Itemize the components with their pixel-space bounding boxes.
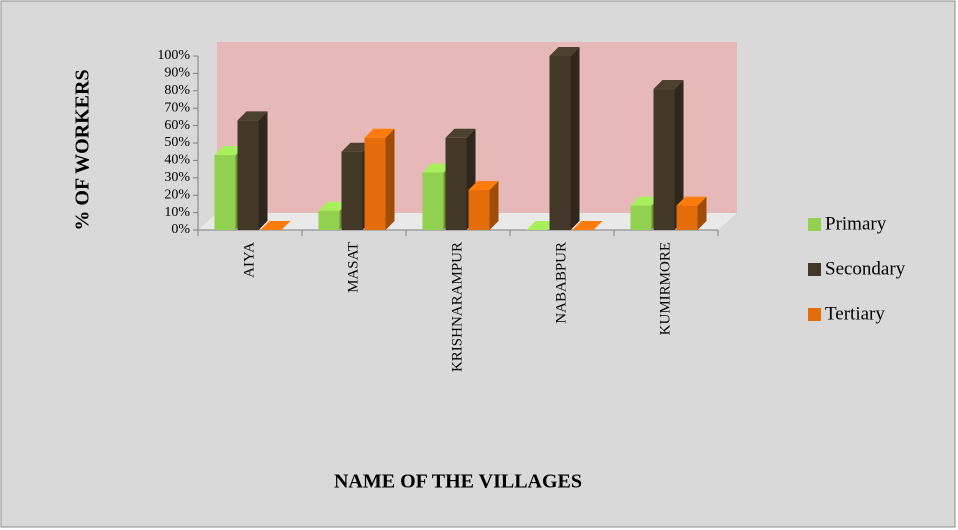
bar-top (214, 146, 245, 156)
bar-front (364, 137, 386, 230)
bar-front (676, 205, 698, 230)
bar-top (653, 80, 684, 90)
bar (653, 80, 684, 230)
y-tick-label: 90% (164, 66, 190, 81)
bar-top (630, 196, 661, 206)
bar-top (364, 128, 395, 138)
bar (676, 196, 707, 230)
bar-top (468, 180, 499, 190)
bar-top (445, 128, 476, 138)
bar-front (318, 210, 340, 230)
bar-side (697, 196, 707, 230)
y-tick-label: 40% (164, 153, 190, 168)
bar-top (676, 196, 707, 206)
bar-front (468, 189, 490, 230)
bar-side (258, 111, 268, 230)
bar-side (489, 180, 499, 230)
bar-top (549, 47, 580, 56)
x-axis-title: NAME OF THE VILLAGES (334, 471, 582, 493)
bar (260, 221, 291, 230)
legend-label: Primary (825, 213, 887, 234)
x-tick-label: NABABPUR (553, 242, 569, 324)
bar-top (422, 163, 453, 173)
y-tick-label: 80% (164, 83, 190, 98)
bar-top (572, 221, 603, 230)
bar-front (653, 89, 675, 230)
y-tick-label: 60% (164, 118, 190, 133)
bar (237, 111, 268, 230)
bar-front (445, 137, 467, 230)
bar (364, 128, 395, 230)
bar (572, 221, 603, 230)
y-tick-label: 70% (164, 100, 190, 115)
y-axis-title: % OF WORKERS (72, 69, 94, 230)
bar-front (630, 205, 652, 230)
x-tick-label: KRISHNARAMPUR (449, 242, 465, 372)
bar-top (318, 201, 349, 211)
bar-front (214, 155, 236, 230)
bar-top (260, 221, 291, 230)
x-tick-label: AIYA (241, 242, 257, 278)
bar-side (385, 128, 395, 230)
legend-label: Secondary (825, 258, 906, 279)
bar-side (674, 80, 684, 230)
x-tick-label: MASAT (345, 242, 361, 293)
y-tick-label: 100% (157, 48, 190, 63)
bar (468, 180, 499, 230)
bar-top (341, 142, 372, 152)
y-tick-label: 10% (164, 205, 190, 220)
y-tick-label: 50% (164, 135, 190, 150)
bar-front (341, 151, 363, 230)
bar-top (237, 111, 268, 121)
y-tick-label: 0% (171, 222, 190, 237)
legend-label: Tertiary (825, 303, 885, 324)
legend-swatch (808, 263, 821, 276)
bar-front (237, 120, 259, 230)
legend-swatch (808, 218, 821, 231)
bar (526, 221, 557, 230)
bar-front (549, 56, 571, 230)
legend-swatch (808, 308, 821, 321)
y-tick-label: 30% (164, 170, 190, 185)
bar (549, 47, 580, 230)
x-tick-label: KUMIRMORE (657, 242, 673, 335)
y-tick-label: 20% (164, 187, 190, 202)
bar-top (526, 221, 557, 230)
bar-front (422, 172, 444, 230)
bar-side (570, 47, 580, 230)
